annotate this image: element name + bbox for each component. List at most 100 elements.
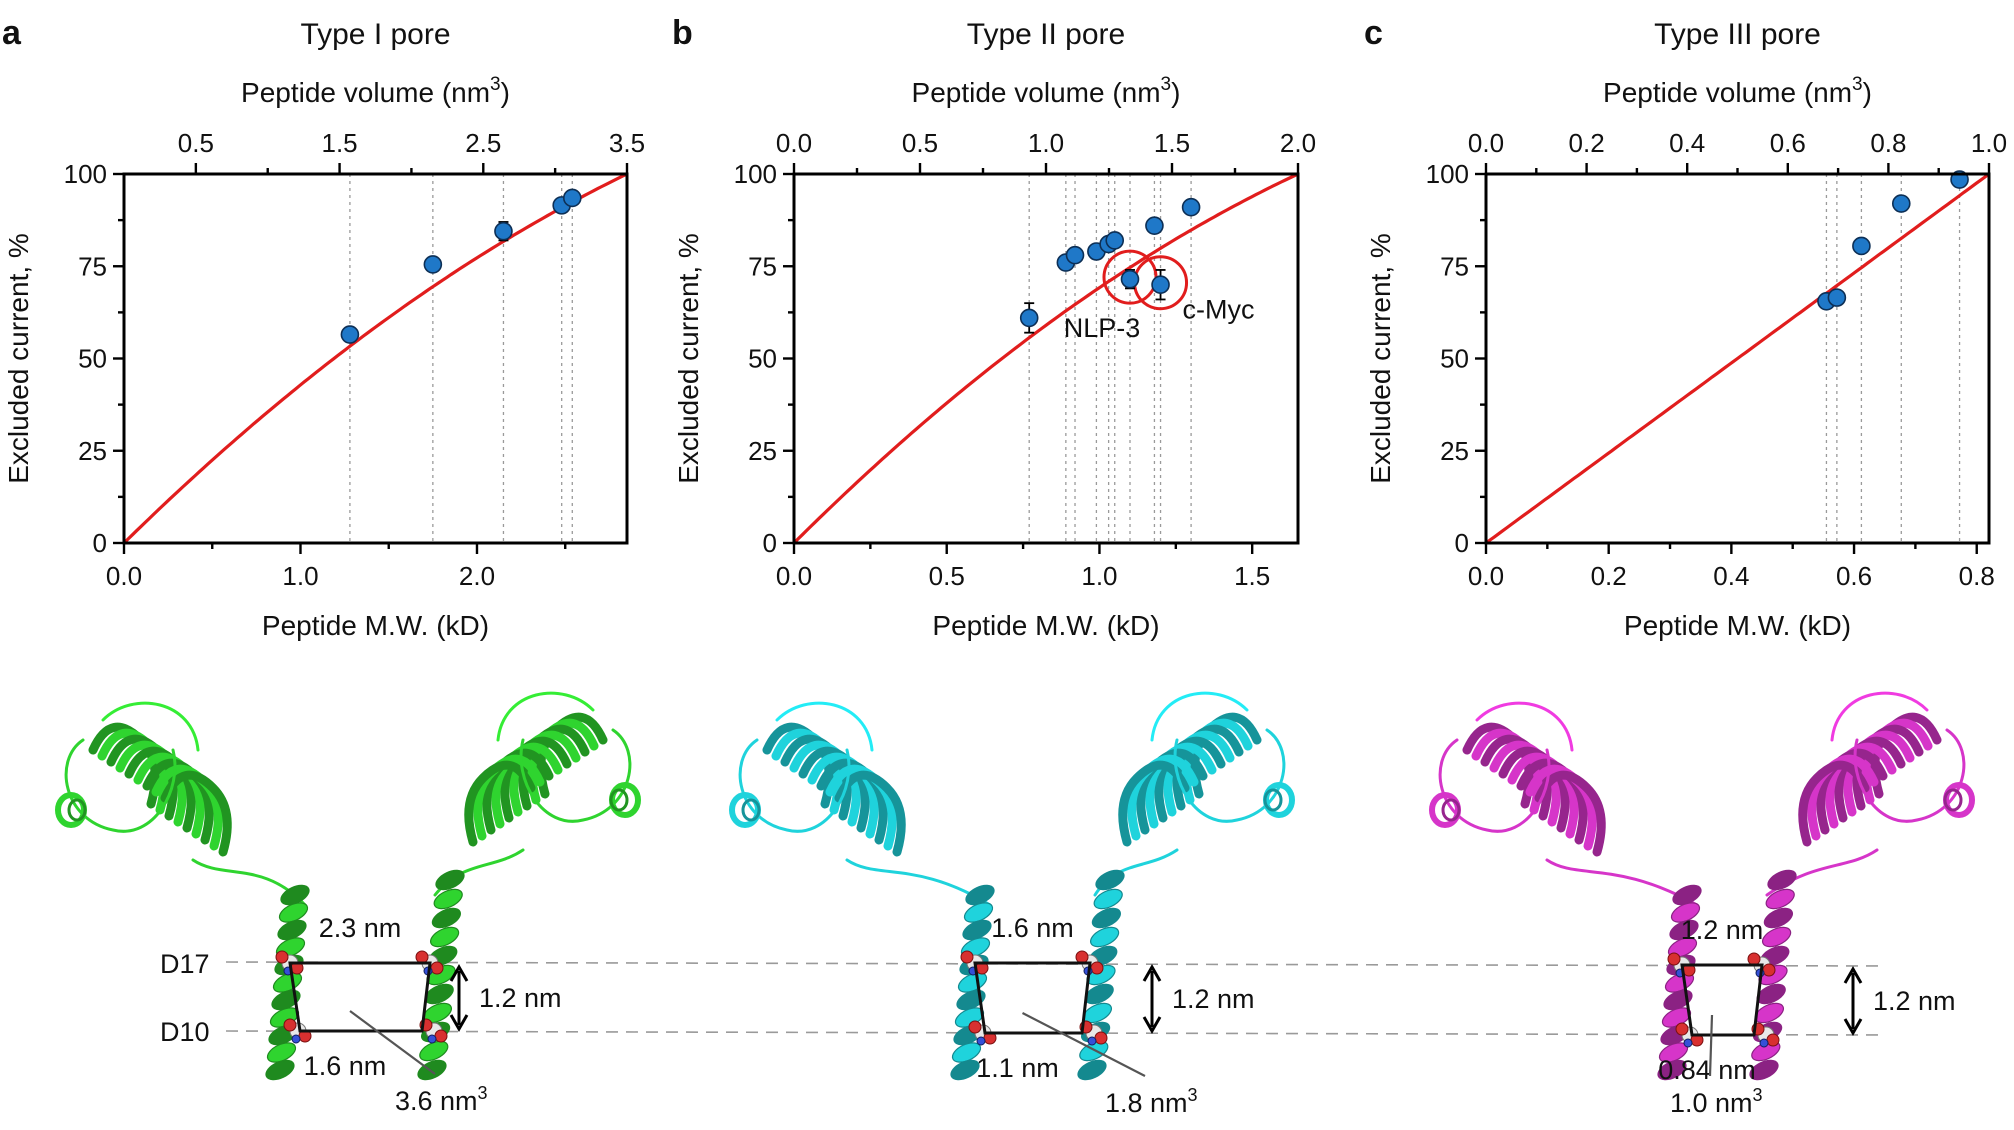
x-tick-label: 0.0 bbox=[1468, 561, 1504, 591]
loop bbox=[738, 738, 851, 833]
y-tick-label: 100 bbox=[64, 159, 107, 189]
loop bbox=[1853, 728, 1966, 823]
x2-tick-label: 2.0 bbox=[1280, 128, 1316, 158]
helix-turn bbox=[1095, 869, 1125, 891]
y-axis-label: Excluded current, % bbox=[673, 233, 704, 484]
pore-volume-label: 1.8 nm3 bbox=[1105, 1085, 1198, 1118]
y-axis-label: Excluded current, % bbox=[1365, 233, 1396, 484]
data-point bbox=[1852, 236, 1871, 256]
coil-helix bbox=[1263, 788, 1283, 812]
pore-volume-label: 1.0 nm3 bbox=[1670, 1085, 1763, 1118]
helix-turn bbox=[435, 869, 465, 891]
helix-turn bbox=[1093, 888, 1123, 910]
helix-turn bbox=[277, 919, 307, 941]
atom-nitrogen bbox=[427, 1034, 437, 1044]
panel-label: c bbox=[1364, 14, 1383, 52]
pore-width-label: 1.2 nm bbox=[1681, 915, 1764, 945]
data-point bbox=[562, 188, 582, 208]
atom-oxygen bbox=[968, 1020, 982, 1034]
pore-volume-sup: 3 bbox=[1753, 1085, 1763, 1105]
panel-a: a Type I pore Peptide volume (nm3) 0.0 1.0 2.… bbox=[2, 14, 645, 641]
beta-strand bbox=[1534, 770, 1606, 857]
x2-tick-label: 0.6 bbox=[1770, 128, 1806, 158]
top-axis-label-end: ) bbox=[1171, 77, 1180, 108]
y-tick-label: 25 bbox=[748, 436, 777, 466]
atom-oxygen bbox=[960, 950, 974, 964]
atom-nitrogen bbox=[1759, 1038, 1769, 1048]
x-tick-label: 0.4 bbox=[1713, 561, 1749, 591]
atom-oxygen bbox=[1094, 1031, 1108, 1045]
loop bbox=[496, 691, 595, 742]
atom-oxygen bbox=[1090, 961, 1104, 975]
x2-tick-label: 2.5 bbox=[465, 128, 501, 158]
atom-nitrogen bbox=[1087, 1036, 1097, 1046]
y-tick-label: 75 bbox=[748, 251, 777, 281]
beta-strand bbox=[1798, 760, 1870, 847]
plot-frame bbox=[122, 172, 629, 545]
linker bbox=[845, 858, 992, 907]
top-axis-label-main: Peptide volume (nm bbox=[1603, 77, 1852, 108]
beta-strand bbox=[464, 760, 536, 847]
coil-helix bbox=[609, 788, 629, 812]
helix-turn bbox=[963, 902, 994, 923]
x2-tick-label: 0.5 bbox=[902, 128, 938, 158]
helix-turn bbox=[266, 1042, 297, 1063]
pore-height-label: 1.2 nm bbox=[1873, 986, 1956, 1016]
pore-box bbox=[1680, 963, 1764, 1037]
atom-oxygen bbox=[275, 950, 289, 964]
x-tick-label: 0.0 bbox=[776, 561, 812, 591]
data-point bbox=[1105, 231, 1125, 250]
y-tick-label: 100 bbox=[1426, 159, 1469, 189]
data-point bbox=[1151, 275, 1170, 295]
pore-volume-main: 1.0 nm bbox=[1670, 1088, 1753, 1118]
pore-height-label: 1.2 nm bbox=[1172, 984, 1255, 1014]
x2-tick-label: 3.5 bbox=[609, 128, 645, 158]
top-axis-label-sup: 3 bbox=[490, 74, 501, 95]
atom-oxygen bbox=[434, 1029, 448, 1043]
structure-1: 1.6 nm 1.1 nm 1.2 nm 1.8 nm3 bbox=[729, 691, 1295, 1118]
helix-turn bbox=[1672, 884, 1702, 906]
helix-turn bbox=[1749, 1059, 1779, 1081]
pore-volume-sup: 3 bbox=[1188, 1085, 1198, 1105]
atom-oxygen bbox=[1762, 963, 1776, 977]
pore-box bbox=[973, 961, 1092, 1035]
atom-oxygen bbox=[415, 950, 429, 964]
y-tick-label: 0 bbox=[763, 528, 777, 558]
volume-leader bbox=[349, 1010, 436, 1075]
data-point bbox=[1181, 197, 1201, 217]
arrow-head-up bbox=[449, 963, 469, 982]
volume-leader bbox=[1021, 1012, 1146, 1077]
top-axis-label: Peptide volume (nm3) bbox=[241, 74, 510, 108]
x-axis-label: Peptide M.W. (kD) bbox=[1624, 610, 1851, 641]
x-tick-label: 1.5 bbox=[1234, 561, 1270, 591]
beta-strand bbox=[834, 770, 906, 857]
helix-turn bbox=[951, 1042, 982, 1063]
helix-turn bbox=[1091, 907, 1122, 929]
arrow-head-down bbox=[1142, 1016, 1162, 1035]
helix-turn bbox=[1077, 1059, 1107, 1081]
arrow-head-down bbox=[1843, 1018, 1863, 1037]
helix-turn bbox=[419, 1040, 449, 1062]
x2-tick-label: 1.0 bbox=[1028, 128, 1064, 158]
y-tick-label: 75 bbox=[1440, 251, 1469, 281]
data-point bbox=[1827, 288, 1847, 307]
linker bbox=[1545, 858, 1699, 907]
panel-b: b Type II pore Peptide volume (nm3) NLP-3 c-… bbox=[672, 14, 1316, 641]
atom-nitrogen bbox=[976, 1036, 986, 1046]
helix-turn bbox=[1763, 907, 1794, 929]
x-tick-label: 0.0 bbox=[106, 561, 142, 591]
data-point bbox=[1145, 216, 1164, 235]
panel-label: b bbox=[672, 14, 693, 52]
x-tick-label: 0.6 bbox=[1836, 561, 1872, 591]
beta-strand bbox=[1118, 760, 1190, 847]
panel-title: Type II pore bbox=[967, 18, 1125, 51]
pore-volume-sup: 3 bbox=[478, 1083, 488, 1103]
helix-turn bbox=[962, 919, 992, 941]
helix-turn bbox=[417, 1059, 447, 1081]
loop bbox=[1475, 701, 1574, 752]
y-tick-label: 100 bbox=[734, 159, 777, 189]
arrow-head-up bbox=[1843, 965, 1863, 984]
top-axis-label: Peptide volume (nm3) bbox=[1603, 74, 1872, 108]
y-tick-label: 50 bbox=[78, 344, 107, 374]
helix-turn bbox=[1669, 919, 1699, 941]
